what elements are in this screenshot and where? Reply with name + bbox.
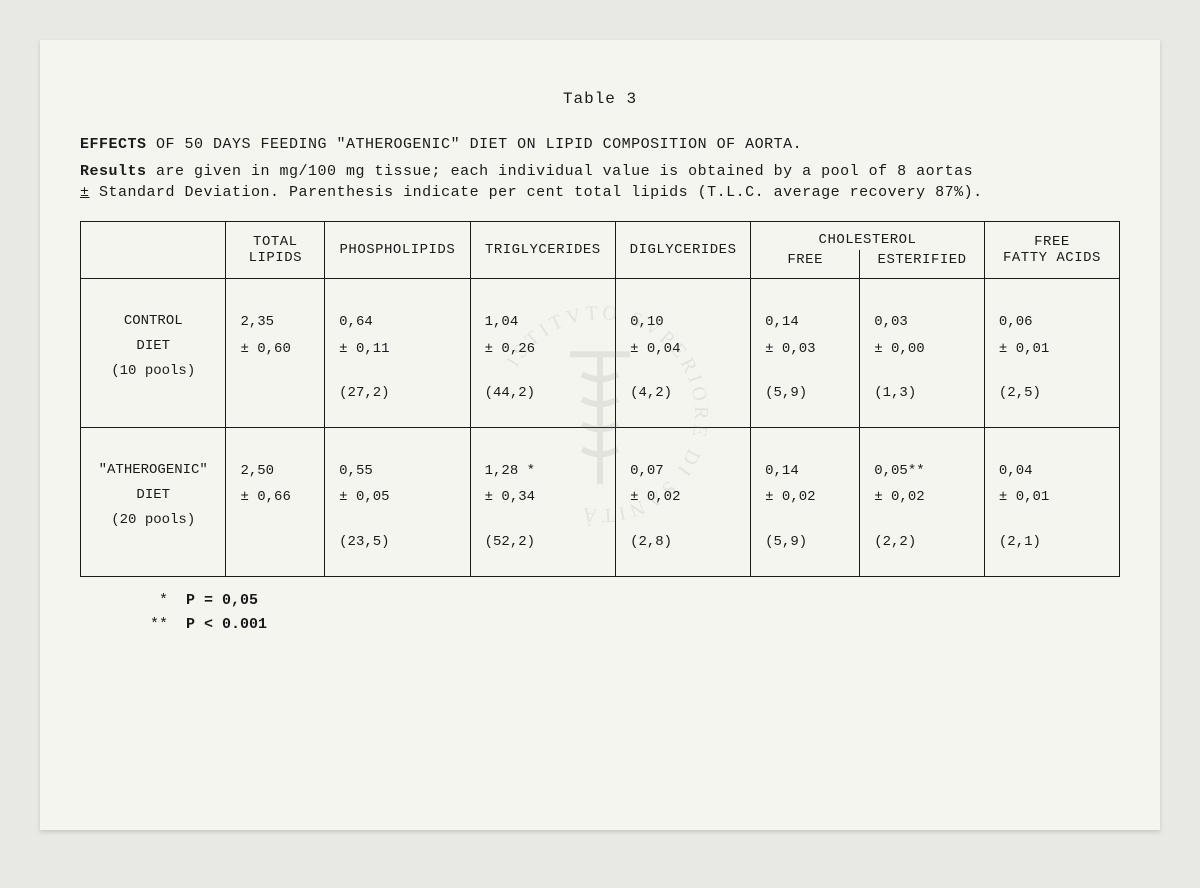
- lipid-composition-table: TOTAL LIPIDS PHOSPHOLIPIDS TRIGLYCERIDES…: [80, 221, 1120, 577]
- cell-value: 1,28 *: [485, 458, 607, 485]
- data-cell: 0,04± 0,01 (2,1): [984, 427, 1119, 576]
- cell-sd: ± 0,26: [485, 336, 607, 363]
- row-label-l1: "ATHEROGENIC": [87, 458, 219, 483]
- data-cell: 0,03± 0,00 (1,3): [860, 279, 985, 428]
- cell-value: 0,06: [999, 309, 1111, 336]
- cell-pct: (44,2): [485, 380, 607, 407]
- cell-value: 2,35: [240, 309, 316, 336]
- cell-value: 0,10: [630, 309, 742, 336]
- cell-sd: ± 0,34: [485, 484, 607, 511]
- footnote1-sym: *: [159, 592, 168, 609]
- cell-value: 1,04: [485, 309, 607, 336]
- header-ffa-l1: FREE: [1034, 234, 1070, 250]
- footnote2-text: P < 0.001: [186, 616, 267, 633]
- cell-sd: ± 0,02: [630, 484, 742, 511]
- cell-pct: (2,8): [630, 529, 742, 556]
- data-cell: 0,14± 0,02 (5,9): [751, 427, 860, 576]
- cell-pct: (1,3): [874, 380, 976, 407]
- header-diglycerides: DIGLYCERIDES: [616, 222, 751, 279]
- cell-value: 0,07: [630, 458, 742, 485]
- row-label: "ATHEROGENIC"DIET(20 pools): [81, 427, 226, 576]
- cell-sd: ± 0,66: [240, 484, 316, 511]
- table-row: "ATHEROGENIC"DIET(20 pools)2,50± 0,660,5…: [81, 427, 1120, 576]
- cell-sd: ± 0,04: [630, 336, 742, 363]
- cell-pct: (27,2): [339, 380, 461, 407]
- table-subtitle: Results are given in mg/100 mg tissue; e…: [80, 161, 1120, 203]
- header-total-lipids: TOTAL LIPIDS: [226, 222, 325, 279]
- title-bold: EFFECTS: [80, 136, 147, 153]
- title-rest: OF 50 DAYS FEEDING "ATHEROGENIC" DIET ON…: [147, 136, 803, 153]
- cell-value: 0,64: [339, 309, 461, 336]
- cell-sd: ± 0,05: [339, 484, 461, 511]
- cell-value: 0,05**: [874, 458, 976, 485]
- cell-sd: ± 0,01: [999, 336, 1111, 363]
- data-cell: 0,07± 0,02 (2,8): [616, 427, 751, 576]
- footnotes: * P = 0,05 ** P < 0.001: [150, 589, 1120, 637]
- row-label-l2: DIET: [87, 483, 219, 508]
- subtitle-mid: are given in mg/100 mg tissue; each indi…: [147, 163, 974, 180]
- cell-pct: (5,9): [765, 529, 851, 556]
- subtitle-rest: Standard Deviation. Parenthesis indicate…: [99, 184, 983, 201]
- header-cholesterol: CHOLESTEROL: [751, 222, 985, 251]
- table-number: Table 3: [80, 90, 1120, 108]
- header-phospholipids: PHOSPHOLIPIDS: [325, 222, 470, 279]
- cell-sd: ± 0,00: [874, 336, 976, 363]
- header-chol-free: FREE: [751, 250, 860, 279]
- header-total-lipids-l1: TOTAL: [253, 234, 298, 250]
- cell-value: 0,04: [999, 458, 1111, 485]
- cell-value: 0,14: [765, 309, 851, 336]
- cell-pct: (2,1): [999, 529, 1111, 556]
- header-ffa-l2: FATTY ACIDS: [1003, 250, 1101, 266]
- cell-sd: ± 0,60: [240, 336, 316, 363]
- cell-pct: (5,9): [765, 380, 851, 407]
- cell-value: 0,14: [765, 458, 851, 485]
- subtitle-pm: ±: [80, 184, 90, 201]
- cell-sd: ± 0,03: [765, 336, 851, 363]
- cell-pct: (2,2): [874, 529, 976, 556]
- subtitle-bold: Results: [80, 163, 147, 180]
- cell-pct: (4,2): [630, 380, 742, 407]
- header-total-lipids-l2: LIPIDS: [249, 250, 302, 266]
- row-label-l3: (10 pools): [87, 359, 219, 384]
- cell-sd: ± 0,11: [339, 336, 461, 363]
- document-page: Table 3 EFFECTS OF 50 DAYS FEEDING "ATHE…: [40, 40, 1160, 830]
- data-cell: 0,06± 0,01 (2,5): [984, 279, 1119, 428]
- data-cell: 1,04± 0,26 (44,2): [470, 279, 615, 428]
- cell-sd: ± 0,02: [874, 484, 976, 511]
- header-row-1: TOTAL LIPIDS PHOSPHOLIPIDS TRIGLYCERIDES…: [81, 222, 1120, 251]
- cell-sd: ± 0,02: [765, 484, 851, 511]
- cell-value: 2,50: [240, 458, 316, 485]
- data-cell: 2,50± 0,66: [226, 427, 325, 576]
- data-cell: 0,05**± 0,02 (2,2): [860, 427, 985, 576]
- cell-pct: (52,2): [485, 529, 607, 556]
- row-label-l1: CONTROL: [87, 309, 219, 334]
- data-cell: 0,10± 0,04 (4,2): [616, 279, 751, 428]
- table-row: CONTROLDIET(10 pools)2,35± 0,600,64± 0,1…: [81, 279, 1120, 428]
- cell-sd: ± 0,01: [999, 484, 1111, 511]
- row-label-l3: (20 pools): [87, 508, 219, 533]
- footnote-1: * P = 0,05: [150, 589, 1120, 613]
- cell-pct: (23,5): [339, 529, 461, 556]
- data-cell: 0,14± 0,03 (5,9): [751, 279, 860, 428]
- footnote1-text: P = 0,05: [186, 592, 258, 609]
- footnote-2: ** P < 0.001: [150, 613, 1120, 637]
- header-ffa: FREE FATTY ACIDS: [984, 222, 1119, 279]
- data-cell: 1,28 *± 0,34 (52,2): [470, 427, 615, 576]
- footnote2-sym: **: [150, 616, 168, 633]
- cell-pct: (2,5): [999, 380, 1111, 407]
- header-chol-esterified: ESTERIFIED: [860, 250, 985, 279]
- header-triglycerides: TRIGLYCERIDES: [470, 222, 615, 279]
- row-label-l2: DIET: [87, 334, 219, 359]
- cell-value: 0,03: [874, 309, 976, 336]
- cell-value: 0,55: [339, 458, 461, 485]
- table-title: EFFECTS OF 50 DAYS FEEDING "ATHEROGENIC"…: [80, 136, 1120, 153]
- data-cell: 0,55± 0,05 (23,5): [325, 427, 470, 576]
- table-body: CONTROLDIET(10 pools)2,35± 0,600,64± 0,1…: [81, 279, 1120, 577]
- row-label: CONTROLDIET(10 pools): [81, 279, 226, 428]
- data-cell: 0,64± 0,11 (27,2): [325, 279, 470, 428]
- data-cell: 2,35± 0,60: [226, 279, 325, 428]
- header-blank: [81, 222, 226, 279]
